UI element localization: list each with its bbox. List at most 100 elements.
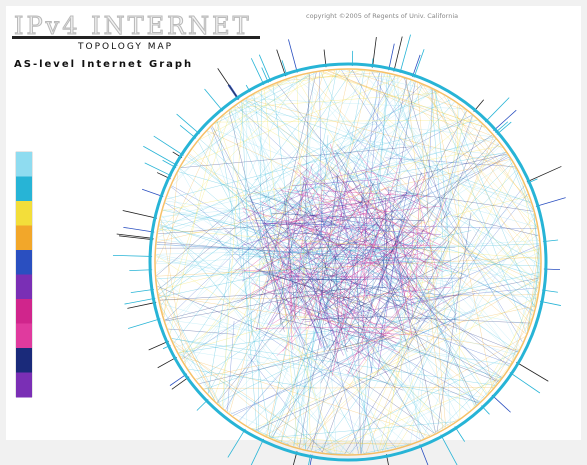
edge-line xyxy=(337,200,348,238)
edge-line xyxy=(214,72,316,124)
edge-line xyxy=(356,253,361,454)
edge-line xyxy=(213,70,335,400)
edge-line xyxy=(317,295,322,318)
spoke-line xyxy=(539,300,561,306)
edge-line xyxy=(399,134,493,199)
edge-line xyxy=(242,192,411,246)
edge-line xyxy=(162,145,502,212)
edge-line xyxy=(356,70,375,72)
edge-line xyxy=(241,102,393,205)
edge-line xyxy=(260,69,353,206)
edge-line xyxy=(228,111,285,332)
edge-line xyxy=(371,71,469,246)
edge-line xyxy=(283,299,499,382)
edge-line xyxy=(331,225,434,277)
edge-line xyxy=(196,303,312,381)
edge-line xyxy=(314,350,519,452)
spoke-line xyxy=(153,135,184,156)
edge-line xyxy=(244,100,531,203)
edge-line xyxy=(270,84,423,438)
edge-line xyxy=(249,196,327,351)
edge-line xyxy=(251,79,288,96)
edge-line xyxy=(168,328,236,335)
edge-line xyxy=(411,229,414,252)
edge-lines xyxy=(155,69,541,455)
edge-line xyxy=(158,229,541,259)
edge-line xyxy=(288,304,401,354)
spoke-line xyxy=(440,434,458,465)
spoke-line xyxy=(148,340,169,351)
edge-line xyxy=(169,122,217,335)
edge-line xyxy=(396,224,537,448)
edge-line xyxy=(402,313,460,419)
edge-line xyxy=(352,91,437,455)
edge-line xyxy=(165,145,346,321)
edge-line xyxy=(158,73,310,233)
edge-line xyxy=(401,229,414,317)
edge-line xyxy=(351,251,540,351)
edge-line xyxy=(364,350,388,376)
edge-line xyxy=(305,269,344,356)
edge-line xyxy=(158,99,451,230)
spoke-line xyxy=(491,394,511,413)
edge-line xyxy=(316,300,446,428)
map-caption: AS-level Internet Graph xyxy=(14,59,193,70)
edge-line xyxy=(237,189,258,432)
edge-line xyxy=(414,332,477,406)
edge-line xyxy=(171,338,480,403)
edge-line xyxy=(300,217,535,449)
edge-line xyxy=(271,337,338,439)
edge-line xyxy=(283,203,502,378)
edge-line xyxy=(230,109,274,220)
spoke-line xyxy=(204,88,224,112)
edge-line xyxy=(257,286,437,432)
legend-band xyxy=(16,250,32,275)
spoke-line xyxy=(122,210,158,219)
edge-line xyxy=(362,73,385,139)
edge-line xyxy=(171,338,496,386)
spoke-line xyxy=(124,297,156,305)
edge-line xyxy=(156,279,221,406)
edge-line xyxy=(331,329,357,347)
spoke-line xyxy=(385,454,389,465)
edge-line xyxy=(267,81,413,219)
edge-line xyxy=(164,319,511,365)
edge-line xyxy=(382,211,387,289)
edge-line xyxy=(314,183,349,258)
spoke-line xyxy=(127,318,161,329)
edge-line xyxy=(360,70,541,270)
legend-band xyxy=(16,348,32,373)
edge-line xyxy=(344,225,429,308)
edge-line xyxy=(352,69,392,142)
spoke-line xyxy=(127,301,157,309)
edge-line xyxy=(324,270,337,454)
edge-line xyxy=(363,291,518,353)
edge-line xyxy=(225,126,377,410)
edge-line xyxy=(388,193,528,366)
edge-line xyxy=(163,109,232,315)
edge-line xyxy=(156,256,540,277)
legend-band xyxy=(16,225,32,251)
top-frame xyxy=(0,0,587,6)
edge-line xyxy=(436,212,472,433)
edge-line xyxy=(251,197,374,299)
edge-line xyxy=(180,168,469,412)
edge-line xyxy=(195,305,535,380)
edge-line xyxy=(300,212,343,294)
edge-line xyxy=(158,294,164,316)
edge-line xyxy=(527,244,540,330)
edge-line xyxy=(156,255,269,284)
edge-line xyxy=(347,259,379,265)
edge-line xyxy=(342,138,509,157)
edge-line xyxy=(158,219,350,234)
edge-line xyxy=(246,98,516,169)
edge-line xyxy=(220,248,337,407)
edge-line xyxy=(236,105,295,162)
edge-line xyxy=(310,215,379,226)
edge-line xyxy=(298,221,339,348)
edge-line xyxy=(356,226,444,273)
edge-line xyxy=(343,173,537,227)
right-frame xyxy=(581,0,587,465)
edge-line xyxy=(415,185,525,325)
edge-line xyxy=(374,204,437,328)
